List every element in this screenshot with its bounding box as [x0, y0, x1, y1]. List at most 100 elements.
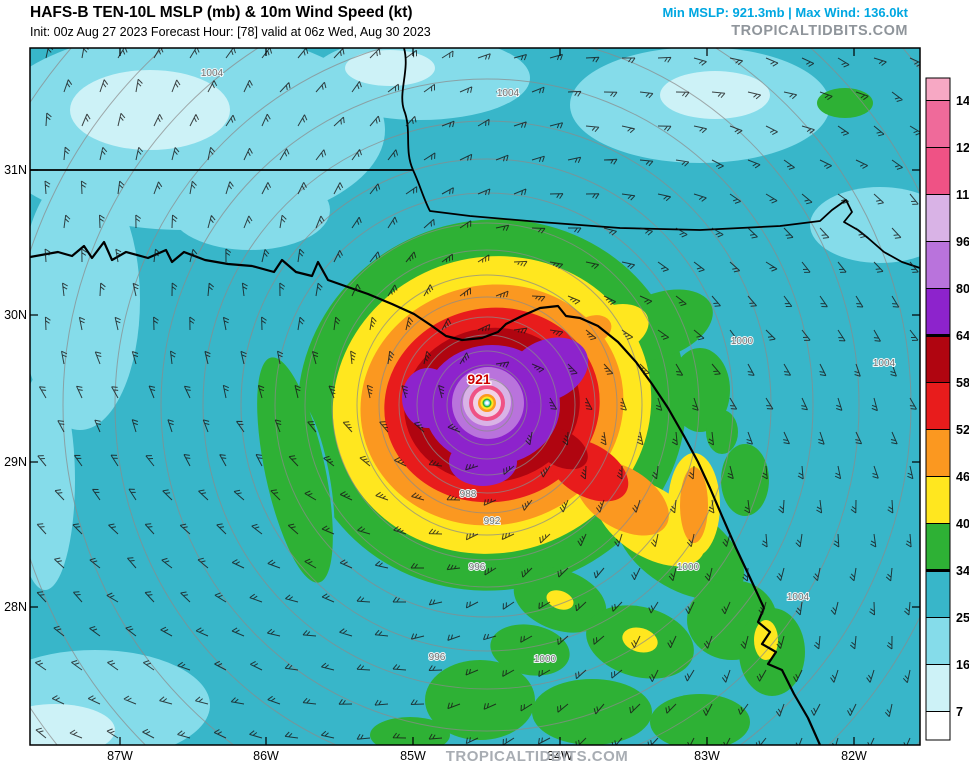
- chart-subtitle: Init: 00z Aug 27 2023 Forecast Hour: [78…: [30, 25, 431, 39]
- isobar-contour: [398, 316, 576, 494]
- isobar-label: 996: [469, 562, 486, 573]
- ellipse-shape: [532, 679, 652, 745]
- lat-label: 31N: [4, 163, 27, 177]
- isobar-label: 1000: [677, 562, 700, 573]
- colorbar-label: 80: [956, 282, 969, 296]
- map-frame: [29, 47, 921, 746]
- lon-label: 84W: [547, 749, 573, 763]
- colorbar-segment: [926, 78, 950, 101]
- isobar-label: 988: [460, 489, 477, 500]
- wind-barbs: [35, 48, 920, 745]
- ellipse-shape: [30, 370, 75, 590]
- isobar-label: 1004: [201, 68, 224, 79]
- colorbar-segment: [926, 241, 950, 289]
- circle-shape: [485, 401, 489, 405]
- colorbar-segment: [926, 664, 950, 712]
- isobar-label: 1004: [497, 88, 520, 99]
- colorbar-segment: [926, 194, 950, 242]
- isobar-contour: [432, 350, 542, 460]
- colorbar-segment: [926, 476, 950, 524]
- lat-label: 29N: [4, 455, 27, 469]
- ellipse-shape: [622, 627, 658, 653]
- ellipse-shape: [650, 694, 750, 745]
- ellipse-shape: [30, 170, 140, 430]
- ellipse-shape: [546, 590, 574, 610]
- ellipse-shape: [30, 704, 115, 745]
- colorbar-label: 64: [956, 329, 969, 343]
- colorbar-label: 16: [956, 658, 969, 672]
- fl-ga-border: [412, 169, 920, 269]
- colorbar-label: 58: [956, 376, 969, 390]
- lon-label: 83W: [694, 749, 720, 763]
- lon-label: 86W: [253, 749, 279, 763]
- isobar-contour: [114, 48, 860, 745]
- gulf-coastline: [30, 240, 822, 745]
- colorbar-label: 7: [956, 705, 963, 719]
- wind-barb-field: [35, 48, 920, 745]
- isobar-contour: [378, 296, 596, 514]
- ellipse-shape: [572, 315, 612, 345]
- colorbar-segment: [926, 523, 950, 571]
- colorbar-label: 40: [956, 517, 969, 531]
- ellipse-shape: [721, 444, 769, 516]
- isobar-contour: [446, 364, 528, 446]
- contour-labels: 1004 1004 1000 1004 988 992 996 1000 1004 996 1000: [200, 67, 897, 666]
- chattahoochee-border: [401, 48, 414, 171]
- colorbar-label: 96: [956, 235, 969, 249]
- lat-label: 28N: [4, 600, 27, 614]
- colorbar-label: 110: [956, 188, 969, 202]
- lon-label: 82W: [841, 749, 867, 763]
- center-pressure-label: 921: [467, 371, 491, 387]
- isobar-label: 1004: [787, 592, 810, 603]
- ellipse-shape: [660, 71, 770, 119]
- brand-watermark-top: TROPICALTIDBITS.COM: [731, 23, 908, 39]
- isobar-contour: [160, 78, 814, 732]
- axis-labels: 31N 30N 29N 28N 87W 86W 85W 84W 83W 82W: [4, 48, 920, 763]
- ellipse-shape: [680, 467, 708, 543]
- ellipse-shape: [402, 368, 454, 428]
- isobar-contour: [356, 274, 618, 536]
- colorbar-segment: [926, 288, 950, 336]
- lon-label: 87W: [107, 749, 133, 763]
- colorbar-outline: [925, 77, 951, 741]
- ellipse-shape: [370, 717, 450, 745]
- ellipse-shape: [345, 50, 435, 86]
- colorbar-segment: [926, 617, 950, 665]
- ellipse-shape: [170, 170, 330, 250]
- colorbar-label: 34: [956, 564, 969, 578]
- colorbar-segment: [926, 711, 950, 740]
- ellipse-shape: [425, 660, 535, 740]
- isobar-contour: [240, 158, 734, 652]
- coastline: [30, 240, 822, 745]
- ellipse-shape: [70, 70, 230, 150]
- colorbar-segment: [926, 335, 950, 383]
- colorbar-segment: [926, 100, 950, 148]
- ellipse-shape: [257, 357, 333, 583]
- minmax-readout: Min MSLP: 921.3mb | Max Wind: 136.0kt: [662, 5, 908, 20]
- lon-label: 85W: [400, 749, 426, 763]
- isobar-contour: [62, 48, 912, 745]
- colorbar-segment: [926, 147, 950, 195]
- isobar-contour: [331, 249, 643, 561]
- isobar-label: 992: [484, 516, 501, 527]
- brand-watermark-bottom: TROPICALTIDBITS.COM: [446, 748, 629, 765]
- isobar-contour: [274, 192, 700, 618]
- colorbar-label: 125: [956, 141, 969, 155]
- ellipse-shape: [817, 88, 873, 118]
- colorbar-label: 46: [956, 470, 969, 484]
- isobar-label: 1000: [534, 654, 557, 665]
- isobar-label: 1000: [731, 336, 754, 347]
- colorbar-segment: [926, 382, 950, 430]
- wind-speed-colorbar: 140 125 110 96 80 64 58 52 46 40 34 25 16 7: [925, 77, 969, 741]
- isobar-label: 1004: [873, 358, 896, 369]
- isobar-contour: [460, 378, 514, 432]
- colorbar-label: 25: [956, 611, 969, 625]
- colorbar-label: 140: [956, 94, 969, 108]
- state-borders: [30, 48, 920, 269]
- colorbar-segment: [926, 570, 950, 618]
- isobar-label: 996: [429, 652, 446, 663]
